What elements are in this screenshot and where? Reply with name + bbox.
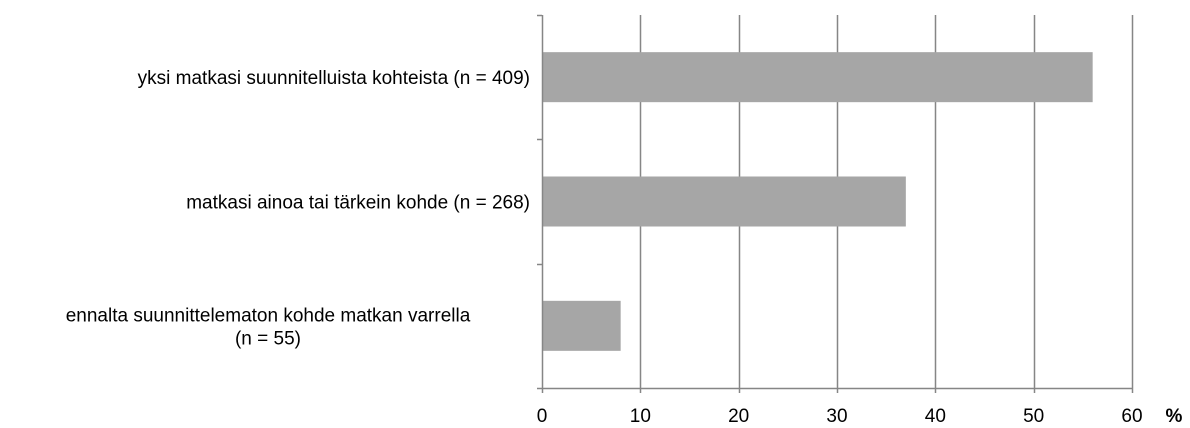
x-tick-label: 60 [1121, 406, 1142, 427]
x-tick-label: 30 [826, 406, 847, 427]
category-label: yksi matkasi suunnitelluista kohteista (… [138, 68, 530, 89]
x-unit-label: % [1166, 406, 1183, 427]
category-label: ennalta suunnittelematon kohde matkan va… [66, 305, 471, 349]
category-label-line: yksi matkasi suunnitelluista kohteista (… [138, 68, 530, 89]
category-labels: yksi matkasi suunnitelluista kohteista (… [66, 68, 530, 349]
category-label: matkasi ainoa tai tärkein kohde (n = 268… [186, 193, 530, 214]
category-label-line: (n = 55) [235, 328, 301, 349]
x-tick-label: 10 [630, 406, 651, 427]
axes [537, 14, 1134, 393]
bar-2 [542, 300, 621, 351]
x-tick-label: 20 [728, 406, 749, 427]
bar-1 [542, 176, 906, 227]
x-tick-label: 40 [925, 406, 946, 427]
category-label-line: matkasi ainoa tai tärkein kohde (n = 268… [186, 193, 530, 214]
tick-labels: 0 10 20 30 40 50 60 [537, 406, 1143, 427]
category-label-line: ennalta suunnittelematon kohde matkan va… [66, 305, 471, 326]
bars [542, 52, 1093, 351]
x-tick-label: 50 [1023, 406, 1044, 427]
x-tick-label: 0 [537, 406, 548, 427]
bar-0 [542, 52, 1093, 103]
